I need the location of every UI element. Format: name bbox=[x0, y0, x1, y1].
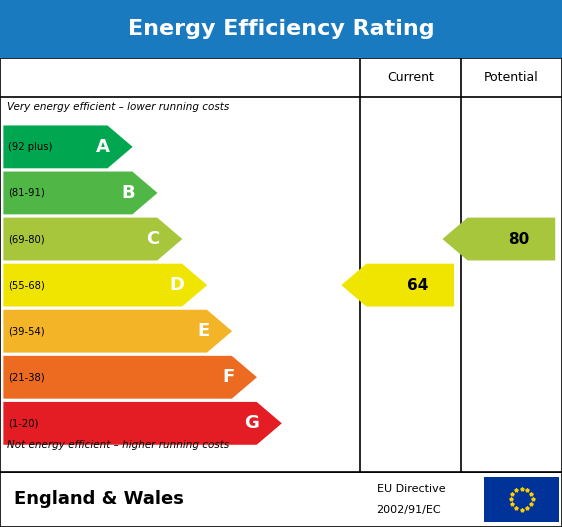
Polygon shape bbox=[3, 171, 157, 214]
Text: 2002/91/EC: 2002/91/EC bbox=[377, 505, 441, 515]
Polygon shape bbox=[3, 125, 133, 168]
Text: A: A bbox=[96, 138, 110, 156]
Text: D: D bbox=[170, 276, 184, 294]
Bar bbox=[484, 477, 559, 522]
Polygon shape bbox=[442, 218, 555, 260]
Text: EU Directive: EU Directive bbox=[377, 484, 445, 494]
Polygon shape bbox=[341, 264, 454, 307]
Text: (21-38): (21-38) bbox=[8, 372, 44, 382]
Text: Current: Current bbox=[387, 71, 434, 84]
Text: (39-54): (39-54) bbox=[8, 326, 44, 336]
Polygon shape bbox=[3, 310, 232, 353]
Text: Not energy efficient – higher running costs: Not energy efficient – higher running co… bbox=[7, 440, 229, 450]
Polygon shape bbox=[3, 264, 207, 307]
Text: E: E bbox=[197, 322, 210, 340]
Text: (55-68): (55-68) bbox=[8, 280, 44, 290]
Text: B: B bbox=[121, 184, 135, 202]
Text: G: G bbox=[244, 414, 259, 432]
Text: (81-91): (81-91) bbox=[8, 188, 44, 198]
Polygon shape bbox=[3, 218, 182, 260]
Bar bbox=[0, 58, 562, 472]
Text: (92 plus): (92 plus) bbox=[8, 142, 52, 152]
Bar bbox=[0, 0, 562, 58]
Bar bbox=[0, 472, 562, 527]
Text: Very energy efficient – lower running costs: Very energy efficient – lower running co… bbox=[7, 102, 229, 112]
Text: 80: 80 bbox=[509, 231, 529, 247]
Polygon shape bbox=[3, 356, 257, 399]
Text: Potential: Potential bbox=[484, 71, 539, 84]
Text: F: F bbox=[222, 368, 234, 386]
Text: C: C bbox=[147, 230, 160, 248]
Text: 64: 64 bbox=[407, 278, 428, 292]
Text: England & Wales: England & Wales bbox=[14, 490, 184, 509]
Text: Energy Efficiency Rating: Energy Efficiency Rating bbox=[128, 19, 434, 39]
Polygon shape bbox=[3, 402, 282, 445]
Text: (1-20): (1-20) bbox=[8, 418, 38, 428]
Text: (69-80): (69-80) bbox=[8, 234, 44, 244]
